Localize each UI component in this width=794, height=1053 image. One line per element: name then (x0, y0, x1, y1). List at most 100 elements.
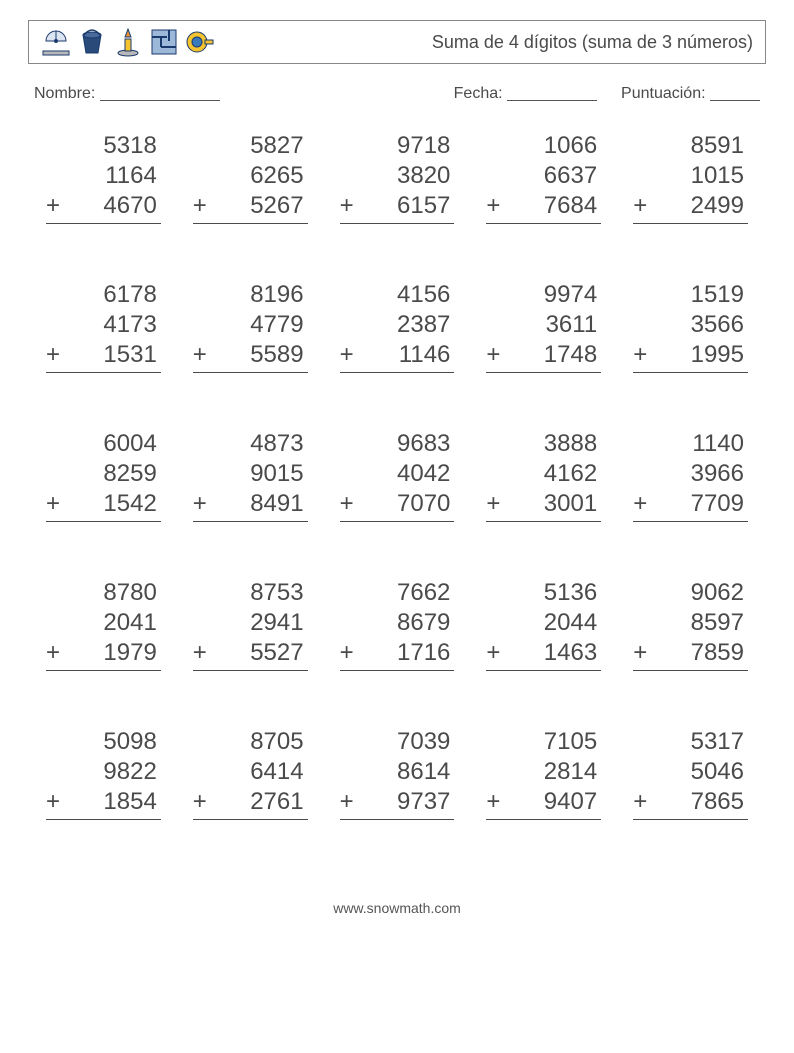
addend-1: 1140 (633, 429, 748, 459)
addend-1: 9062 (633, 578, 748, 608)
problem: 41562387+1146 (340, 280, 455, 373)
problem: 50989822+1854 (46, 727, 161, 820)
addend-3: +9737 (340, 787, 455, 820)
problem: 87056414+2761 (193, 727, 308, 820)
plus-sign: + (46, 340, 60, 370)
addend-2: 9822 (46, 757, 161, 787)
addend-2: 8614 (340, 757, 455, 787)
addend-3: +1531 (46, 340, 161, 373)
plus-sign: + (193, 787, 207, 817)
date-label: Fecha: (454, 85, 503, 102)
addend-3: +1463 (486, 638, 601, 671)
plus-sign: + (633, 191, 647, 221)
problem: 87532941+5527 (193, 578, 308, 671)
problem: 61784173+1531 (46, 280, 161, 373)
addend-3: +1146 (340, 340, 455, 373)
plus-sign: + (46, 787, 60, 817)
bucket-icon (77, 27, 107, 57)
addend-3: +6157 (340, 191, 455, 224)
addend-1: 6004 (46, 429, 161, 459)
addend-1: 5827 (193, 131, 308, 161)
header-box: Suma de 4 dígitos (suma de 3 números) (28, 20, 766, 64)
problems-grid: 53181164+4670 58276265+5267 97183820+6157 1… (28, 131, 766, 820)
plus-sign: + (193, 489, 207, 519)
plus-sign: + (633, 340, 647, 370)
addend-1: 8705 (193, 727, 308, 757)
meta-row: Nombre: Fecha: Puntuación: (28, 82, 766, 103)
plus-sign: + (193, 638, 207, 668)
addend-2: 3611 (486, 310, 601, 340)
plus-sign: + (486, 489, 500, 519)
addend-2: 9015 (193, 459, 308, 489)
addend-1: 5136 (486, 578, 601, 608)
addend-2: 6414 (193, 757, 308, 787)
addend-2: 2044 (486, 608, 601, 638)
score-blank (710, 85, 760, 101)
sawblade-icon (41, 27, 71, 57)
header-icons (41, 27, 215, 57)
addend-2: 8259 (46, 459, 161, 489)
torch-icon (113, 27, 143, 57)
addend-2: 2814 (486, 757, 601, 787)
addend-1: 8753 (193, 578, 308, 608)
problem: 71052814+9407 (486, 727, 601, 820)
addend-1: 3888 (486, 429, 601, 459)
plus-sign: + (340, 340, 354, 370)
plus-sign: + (486, 191, 500, 221)
problem: 38884162+3001 (486, 429, 601, 522)
addend-2: 5046 (633, 757, 748, 787)
addend-2: 2941 (193, 608, 308, 638)
date-blank (507, 85, 597, 101)
problem: 76628679+1716 (340, 578, 455, 671)
problem: 60048259+1542 (46, 429, 161, 522)
plus-sign: + (633, 638, 647, 668)
problem: 96834042+7070 (340, 429, 455, 522)
problem: 53181164+4670 (46, 131, 161, 224)
addend-3: +1979 (46, 638, 161, 671)
addend-2: 4173 (46, 310, 161, 340)
problem: 10666637+7684 (486, 131, 601, 224)
plus-sign: + (46, 489, 60, 519)
plus-sign: + (486, 787, 500, 817)
addend-3: +7709 (633, 489, 748, 522)
problem: 51362044+1463 (486, 578, 601, 671)
plus-sign: + (193, 191, 207, 221)
addend-2: 2041 (46, 608, 161, 638)
plus-sign: + (340, 787, 354, 817)
addend-3: +1716 (340, 638, 455, 671)
plus-sign: + (486, 638, 500, 668)
addend-3: +5267 (193, 191, 308, 224)
addend-2: 3966 (633, 459, 748, 489)
addend-1: 7039 (340, 727, 455, 757)
addend-1: 9718 (340, 131, 455, 161)
plus-sign: + (633, 489, 647, 519)
addend-3: +2499 (633, 191, 748, 224)
addend-2: 3820 (340, 161, 455, 191)
addend-1: 1519 (633, 280, 748, 310)
name-field: Nombre: (34, 82, 430, 103)
problem: 58276265+5267 (193, 131, 308, 224)
addend-1: 9683 (340, 429, 455, 459)
addend-1: 4873 (193, 429, 308, 459)
problem: 70398614+9737 (340, 727, 455, 820)
addend-3: +1995 (633, 340, 748, 373)
addend-1: 8196 (193, 280, 308, 310)
addend-2: 2387 (340, 310, 455, 340)
addend-2: 4779 (193, 310, 308, 340)
plus-sign: + (340, 191, 354, 221)
problem: 87802041+1979 (46, 578, 161, 671)
name-label: Nombre: (34, 85, 95, 102)
addend-3: +1854 (46, 787, 161, 820)
problem: 99743611+1748 (486, 280, 601, 373)
addend-3: +7865 (633, 787, 748, 820)
addend-1: 4156 (340, 280, 455, 310)
addend-3: +7859 (633, 638, 748, 671)
addend-2: 4042 (340, 459, 455, 489)
addend-3: +1542 (46, 489, 161, 522)
problem: 85911015+2499 (633, 131, 748, 224)
addend-3: +7070 (340, 489, 455, 522)
addend-3: +4670 (46, 191, 161, 224)
addend-1: 1066 (486, 131, 601, 161)
problem: 48739015+8491 (193, 429, 308, 522)
addend-2: 4162 (486, 459, 601, 489)
